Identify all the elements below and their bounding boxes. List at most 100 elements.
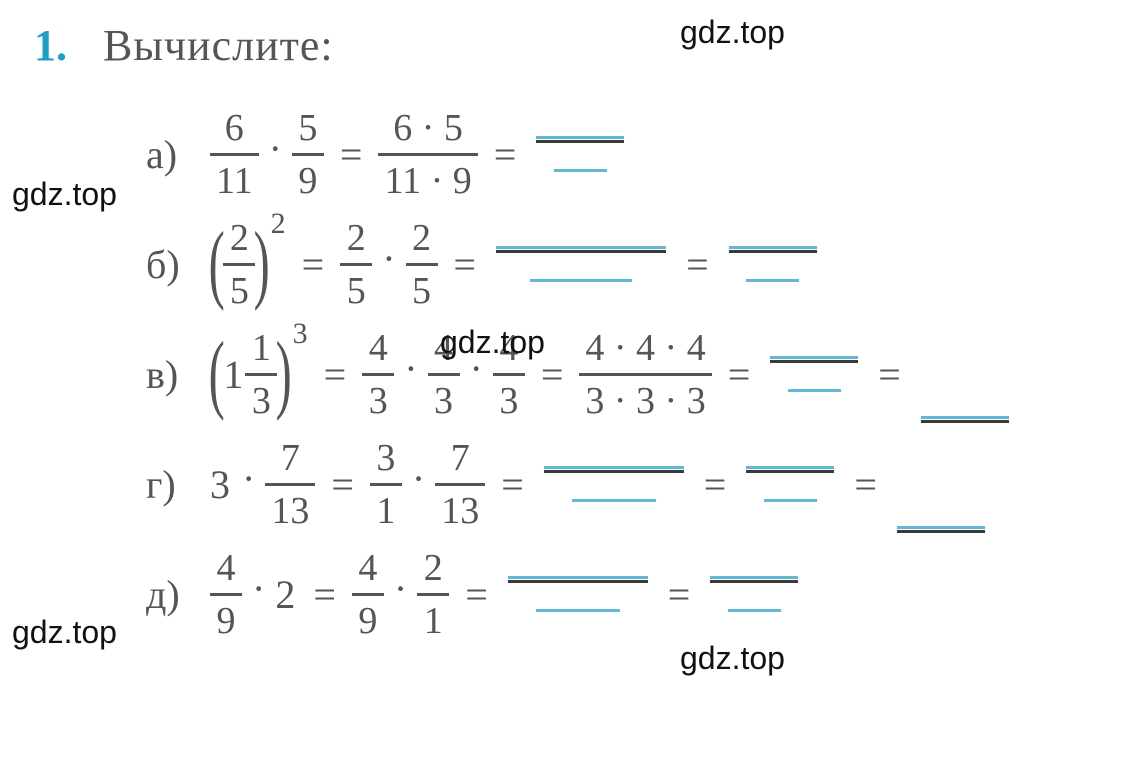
answer-blank[interactable] <box>897 526 985 533</box>
problem-number: 1. <box>34 20 67 71</box>
denominator: 9 <box>210 600 242 642</box>
multiply-dot: · <box>269 125 282 172</box>
numerator: 4 <box>210 547 242 589</box>
fraction: 43 <box>428 327 460 422</box>
exponent: 2 <box>271 207 286 241</box>
equals-sign: = <box>302 241 325 288</box>
answer-blank[interactable] <box>508 576 648 612</box>
title-row: 1. Вычислите: <box>30 20 1105 71</box>
right-paren-with-exp: )3 <box>277 343 307 405</box>
equals-sign: = <box>704 461 727 508</box>
multiply-dot: · <box>242 455 255 502</box>
denominator: 13 <box>435 490 485 532</box>
numerator: 4 <box>493 327 525 369</box>
denominator: 9 <box>292 160 324 202</box>
item-label: б) <box>146 241 210 288</box>
fraction: 13 <box>245 327 277 422</box>
problem-row: в)(113)3=43·43·43=4 · 4 · 43 · 3 · 3== <box>146 319 1105 429</box>
denominator: 1 <box>370 490 402 532</box>
fraction: 49 <box>352 547 384 642</box>
denominator: 9 <box>352 600 384 642</box>
fraction-bar <box>292 153 324 156</box>
item-label: в) <box>146 351 210 398</box>
answer-blank[interactable] <box>544 466 684 502</box>
numerator: 2 <box>340 217 372 259</box>
mixed-number: 113 <box>223 327 277 422</box>
left-paren: ( <box>209 343 225 405</box>
numerator: 4 <box>352 547 384 589</box>
denominator: 11 · 9 <box>378 160 477 202</box>
answer-blank[interactable] <box>921 416 1009 423</box>
fraction-bar <box>245 373 277 376</box>
fraction-bar <box>428 373 460 376</box>
answer-blank[interactable] <box>536 136 624 172</box>
multiply-dot: · <box>252 565 265 612</box>
problem-row: а)611·59=6 · 511 · 9= <box>146 99 1105 209</box>
fraction-bar <box>210 593 242 596</box>
multiply-dot: · <box>470 345 483 392</box>
fraction-bar <box>417 593 449 596</box>
denominator: 3 <box>428 380 460 422</box>
fraction-bar <box>493 373 525 376</box>
numerator: 4 <box>428 327 460 369</box>
fraction-bar <box>378 153 477 156</box>
denominator: 13 <box>265 490 315 532</box>
fraction-bar <box>370 483 402 486</box>
watermark: gdz.top <box>12 614 117 651</box>
integer: 3 <box>210 461 230 508</box>
numerator: 4 <box>362 327 394 369</box>
item-label: г) <box>146 461 210 508</box>
equals-sign: = <box>686 241 709 288</box>
numerator: 2 <box>417 547 449 589</box>
fraction: 4 · 4 · 4 3 · 3 · 3 <box>579 327 711 422</box>
problem-row: б)(25)2=25·25== <box>146 209 1105 319</box>
fraction: 43 <box>362 327 394 422</box>
watermark: gdz.top <box>12 176 117 213</box>
numerator: 3 <box>370 437 402 479</box>
answer-blank[interactable] <box>770 356 858 392</box>
fraction: 59 <box>292 107 324 202</box>
fraction: 31 <box>370 437 402 532</box>
fraction: 43 <box>493 327 525 422</box>
answer-blank[interactable] <box>710 576 798 612</box>
equals-sign: = <box>331 461 354 508</box>
answer-blank[interactable] <box>496 246 666 282</box>
denominator: 3 <box>362 380 394 422</box>
numerator: 7 <box>444 437 476 479</box>
denominator: 11 <box>210 160 259 202</box>
denominator: 5 <box>223 270 255 312</box>
numerator: 4 · 4 · 4 <box>579 327 711 369</box>
denominator: 3 · 3 · 3 <box>579 380 711 422</box>
page-title: Вычислите: <box>103 20 334 71</box>
right-paren-with-exp: )2 <box>255 233 285 295</box>
fraction: 25 <box>223 217 255 312</box>
answer-blank[interactable] <box>746 466 834 502</box>
right-paren: ) <box>254 233 270 295</box>
item-label: д) <box>146 571 210 618</box>
equals-sign: = <box>313 571 336 618</box>
numerator: 7 <box>274 437 306 479</box>
page: 1. Вычислите: а)611·59=6 · 511 · 9=б)(25… <box>0 0 1135 768</box>
left-paren: ( <box>209 233 225 295</box>
numerator: 6 · 5 <box>387 107 469 149</box>
fraction: 6 · 5 11 · 9 <box>378 107 477 202</box>
item-label: а) <box>146 131 210 178</box>
equals-sign: = <box>494 131 517 178</box>
denominator: 5 <box>340 270 372 312</box>
fraction: 49 <box>210 547 242 642</box>
exponent: 3 <box>293 317 308 351</box>
fraction: 25 <box>340 217 372 312</box>
answer-blank[interactable] <box>729 246 817 282</box>
numerator: 1 <box>245 327 277 369</box>
equals-sign: = <box>465 571 488 618</box>
denominator: 1 <box>417 600 449 642</box>
multiply-dot: · <box>394 565 407 612</box>
fraction-bar <box>352 593 384 596</box>
fraction-bar <box>340 263 372 266</box>
problem-list: а)611·59=6 · 511 · 9=б)(25)2=25·25==в)(1… <box>146 99 1105 649</box>
equals-sign: = <box>878 351 901 398</box>
equals-sign: = <box>541 351 564 398</box>
numerator: 5 <box>292 107 324 149</box>
right-paren: ) <box>276 343 292 405</box>
fraction: 713 <box>265 437 315 532</box>
